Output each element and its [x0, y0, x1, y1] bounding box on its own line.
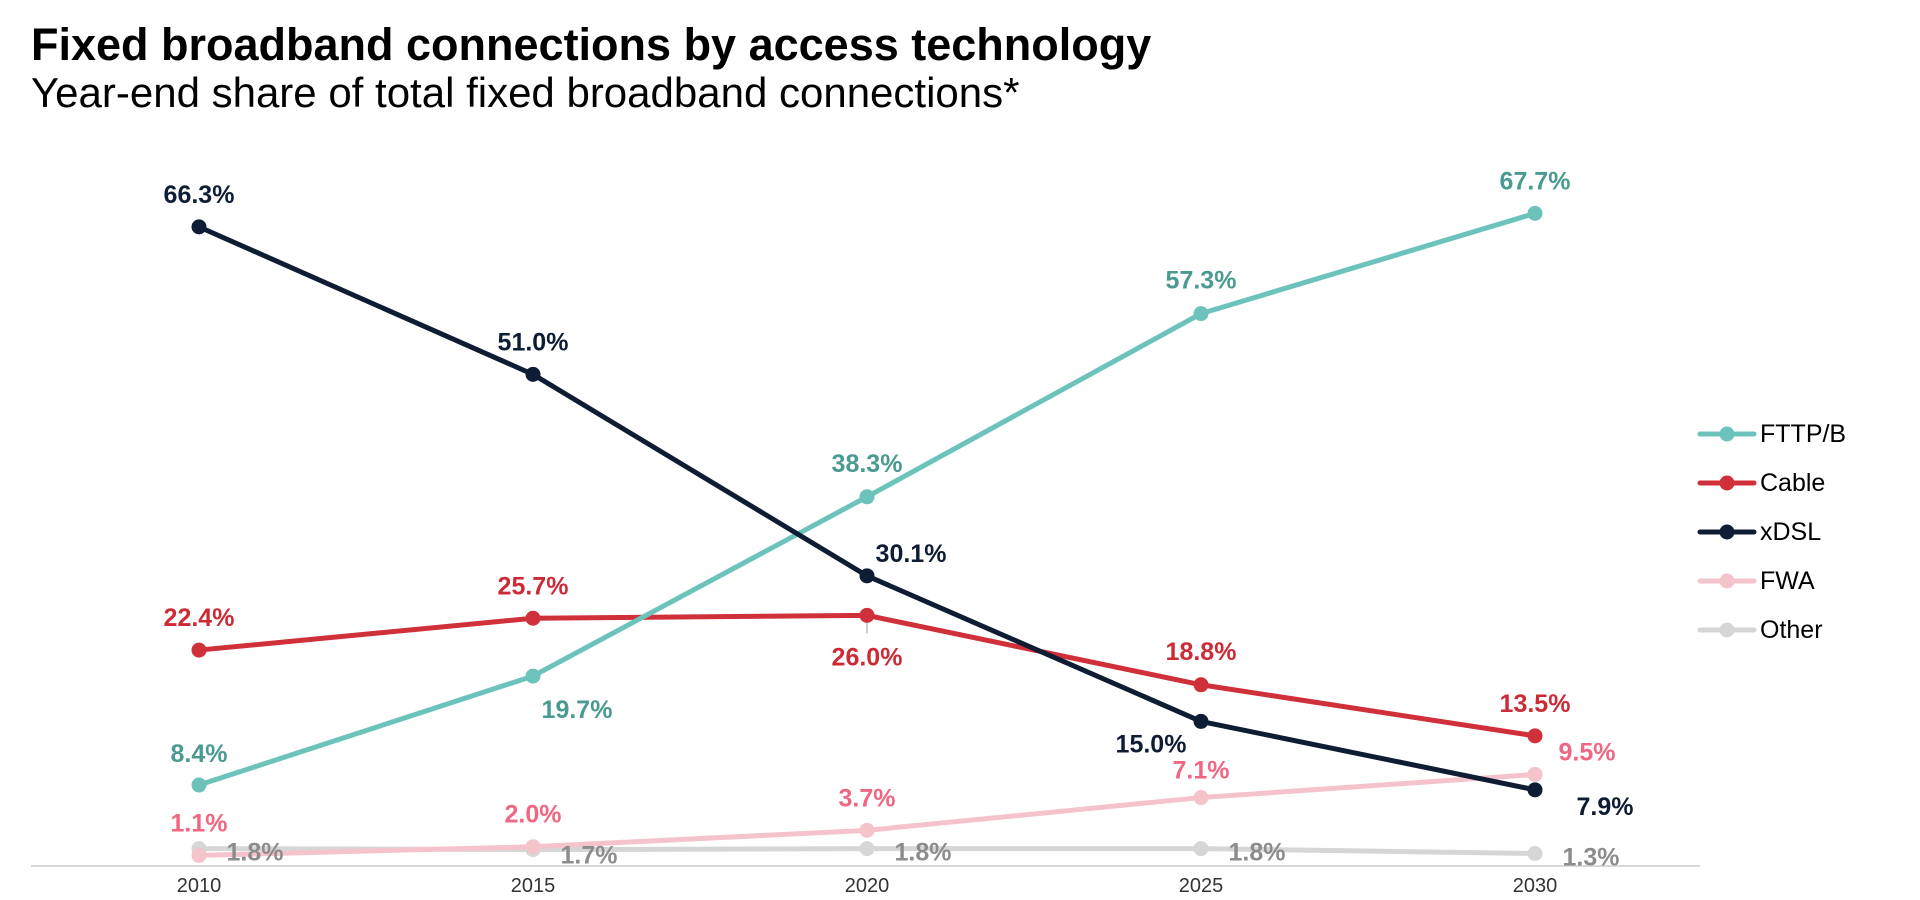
data-label-fwa: 7.1%: [1173, 757, 1230, 785]
legend-item-xdsl: xDSL: [1697, 518, 1821, 546]
data-point-xdsl: [859, 568, 875, 584]
data-point-fwa: [859, 822, 875, 838]
data-point-xdsl: [1193, 713, 1209, 729]
legend-label: FWA: [1760, 567, 1815, 595]
x-tick-label: 2015: [511, 875, 556, 897]
legend-swatch-marker: [1719, 475, 1735, 491]
x-tick-label: 2020: [845, 875, 890, 897]
data-label-xdsl: 51.0%: [498, 328, 569, 356]
data-point-cable: [191, 642, 207, 658]
data-label-fttp-b: 8.4%: [171, 740, 228, 768]
data-label-fttp-b: 38.3%: [832, 450, 903, 478]
data-label-fwa: 2.0%: [505, 801, 562, 829]
data-label-fwa: 3.7%: [839, 784, 896, 812]
data-point-xdsl: [525, 366, 541, 382]
x-tick-label: 2030: [1513, 875, 1558, 897]
data-point-fttp-b: [1193, 306, 1209, 322]
data-point-xdsl: [191, 219, 207, 235]
data-label-other: 1.8%: [895, 839, 952, 867]
data-point-fwa: [191, 847, 207, 863]
data-label-other: 1.3%: [1563, 843, 1620, 871]
chart-title: Fixed broadband connections by access te…: [31, 19, 1152, 70]
data-point-fttp-b: [1527, 205, 1543, 221]
data-label-cable: 25.7%: [498, 572, 569, 600]
data-label-fwa: 9.5%: [1559, 738, 1616, 766]
legend-swatch-marker: [1719, 524, 1735, 540]
legend-swatch-marker: [1719, 573, 1735, 589]
legend-label: Other: [1760, 616, 1823, 644]
data-point-cable: [1527, 728, 1543, 744]
data-label-fwa: 1.1%: [171, 809, 228, 837]
data-label-xdsl: 15.0%: [1116, 730, 1187, 758]
data-point-fwa: [1527, 766, 1543, 782]
legend-item-fttp-b: FTTP/B: [1697, 420, 1846, 448]
data-point-fwa: [525, 839, 541, 855]
legend-label: FTTP/B: [1760, 420, 1846, 448]
data-point-other: [1527, 845, 1543, 861]
legend-item-cable: Cable: [1697, 469, 1825, 497]
data-point-fwa: [1193, 790, 1209, 806]
data-label-fttp-b: 57.3%: [1166, 267, 1237, 295]
data-label-fttp-b: 19.7%: [542, 696, 613, 724]
data-point-fttp-b: [525, 668, 541, 684]
data-label-cable: 18.8%: [1166, 638, 1237, 666]
data-label-xdsl: 30.1%: [876, 540, 947, 568]
data-point-other: [1193, 841, 1209, 857]
data-label-xdsl: 66.3%: [164, 181, 235, 209]
data-label-fttp-b: 67.7%: [1500, 167, 1571, 195]
data-point-other: [859, 841, 875, 857]
data-point-fttp-b: [191, 777, 207, 793]
legend-label: Cable: [1760, 469, 1825, 497]
data-label-other: 1.8%: [1229, 839, 1286, 867]
data-point-fttp-b: [859, 489, 875, 505]
data-label-cable: 26.0%: [832, 643, 903, 671]
data-point-xdsl: [1527, 782, 1543, 798]
data-label-cable: 22.4%: [164, 604, 235, 632]
legend-item-fwa: FWA: [1697, 567, 1815, 595]
data-label-other: 1.7%: [561, 842, 618, 870]
legend-swatch-marker: [1719, 622, 1735, 638]
data-point-cable: [859, 607, 875, 623]
data-label-cable: 13.5%: [1500, 690, 1571, 718]
chart-subtitle: Year-end share of total fixed broadband …: [31, 69, 1020, 116]
data-point-cable: [525, 610, 541, 626]
legend-swatch-marker: [1719, 426, 1735, 442]
data-label-xdsl: 7.9%: [1577, 793, 1634, 821]
data-point-cable: [1193, 677, 1209, 693]
data-label-other: 1.8%: [227, 839, 284, 867]
x-tick-label: 2025: [1179, 875, 1224, 897]
legend-label: xDSL: [1760, 518, 1821, 546]
x-tick-label: 2010: [177, 875, 222, 897]
legend-item-other: Other: [1697, 616, 1823, 644]
